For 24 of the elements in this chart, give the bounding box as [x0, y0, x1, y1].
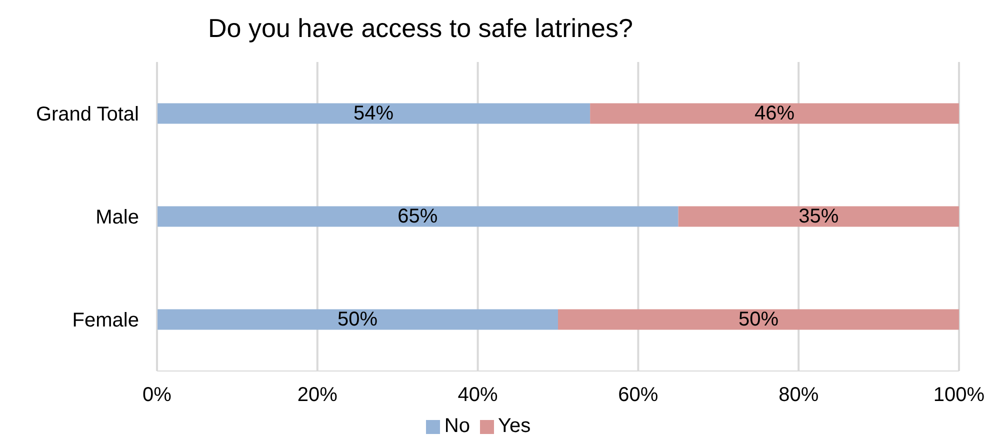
x-tick-label: 100% [933, 384, 985, 406]
data-label: 35% [798, 206, 839, 228]
data-label: 54% [354, 102, 394, 124]
y-tick-label: Male [96, 206, 139, 229]
bar [157, 206, 678, 227]
x-tick-label: 0% [142, 384, 172, 406]
chart-title: Do you have access to safe latrines? [207, 12, 634, 45]
data-label: 50% [337, 308, 378, 330]
y-tick-label: Female [72, 310, 139, 332]
x-tick-label: 60% [618, 384, 658, 406]
x-tick-label: 80% [778, 384, 819, 406]
legend-label: No [444, 415, 470, 437]
x-tick-label: 40% [458, 384, 498, 406]
data-label: 65% [398, 206, 438, 228]
bar [558, 309, 959, 330]
bar [157, 103, 590, 124]
data-label: 46% [754, 102, 795, 124]
bar [157, 309, 558, 330]
legend-label: Yes [498, 415, 531, 437]
y-tick-label: Grand Total [36, 104, 139, 126]
data-label: 50% [738, 308, 779, 330]
bar [678, 206, 959, 227]
x-tick-label: 20% [297, 384, 338, 406]
bar [590, 103, 959, 124]
